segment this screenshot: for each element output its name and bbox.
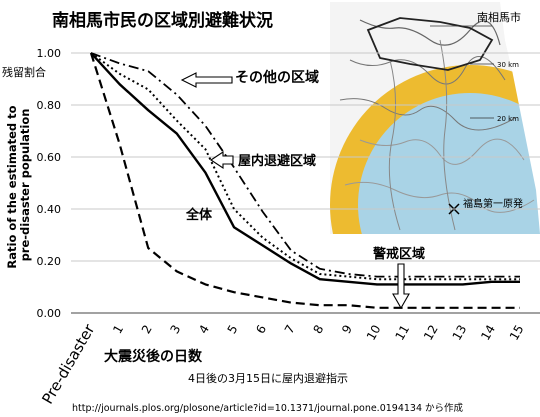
annotation-shelter-zone: 屋内退避区域 (210, 150, 316, 170)
map-border (439, 39, 456, 231)
chart-title: 南相馬市民の区域別避難状況 (52, 10, 273, 31)
city-label: 南相馬市 (477, 10, 521, 24)
plant-label: 福島第一原発 (463, 197, 523, 210)
y-tick-label: 0.20 (37, 255, 62, 268)
x-tick-label: 11 (392, 323, 412, 343)
annotation-other-zone: その他の区域 (180, 69, 319, 88)
chart-caption: 4日後の3月15日に屋内退避指示 (188, 371, 348, 385)
x-tick-label: 15 (507, 323, 527, 343)
source-citation: http://journals.plos.org/plosone/article… (72, 402, 464, 414)
x-tick-label: 7 (282, 323, 298, 337)
x-tick-label: 9 (339, 323, 355, 337)
annotation-arrow (392, 263, 410, 310)
map-inset: 南相馬市 30 km 20 km 福島第一原発 (330, 2, 540, 234)
x-tick-label: 14 (478, 323, 498, 343)
y-tick-label: 0.00 (37, 307, 62, 320)
y-tick-label: 0.60 (37, 151, 62, 164)
x-tick-label: Pre-disaster (38, 320, 99, 407)
series-label-all: 全体 (185, 207, 213, 223)
y-tick-labels: 0.00 0.20 0.40 0.60 0.80 1.00 (37, 47, 62, 320)
map-border (359, 138, 525, 165)
sea-area (505, 2, 540, 234)
x-tick-label: 12 (421, 323, 441, 343)
x-tick-label: 1 (110, 323, 126, 337)
ring30-label: 30 km (497, 61, 519, 69)
y-gridlines (71, 52, 540, 262)
x-tick-label: 3 (167, 323, 183, 337)
map-border (359, 19, 501, 46)
x-tick-label: 5 (225, 323, 241, 337)
y-tick-label: 1.00 (37, 47, 62, 60)
y-axis-label: Ratio of the estimated to pre-disaster p… (5, 101, 32, 268)
map-border (349, 56, 506, 85)
map-border (344, 181, 535, 213)
y-tick-label: 0.80 (37, 99, 62, 112)
map-border (388, 59, 401, 231)
x-tick-label: 2 (139, 323, 155, 337)
annotation-arrow (210, 150, 234, 170)
map-border (339, 98, 516, 131)
series-label-other: その他の区域 (235, 69, 319, 86)
y-tick-label: 0.40 (37, 203, 62, 216)
series-label-shelter: 屋内退避区域 (238, 153, 316, 169)
series-line-2 (90, 52, 520, 278)
annotation-restricted-zone: 警戒区域 (373, 246, 425, 310)
x-tick-label: 10 (364, 323, 384, 343)
annotation-arrow (180, 72, 233, 88)
series-line-0 (90, 52, 520, 286)
series-label-restricted: 警戒区域 (373, 246, 425, 262)
x-tick-label: 13 (450, 323, 470, 343)
ring20-label: 20 km (497, 115, 519, 123)
x-tick-label: 6 (253, 323, 269, 337)
y-axis-sublabel: 残留割合 (2, 65, 46, 79)
x-tick-label: 4 (196, 323, 212, 337)
minamisoma-outline (366, 17, 494, 71)
x-axis-label: 大震災後の日数 (104, 348, 203, 365)
x-tick-label: 8 (310, 323, 326, 337)
series-layer (89, 52, 520, 309)
